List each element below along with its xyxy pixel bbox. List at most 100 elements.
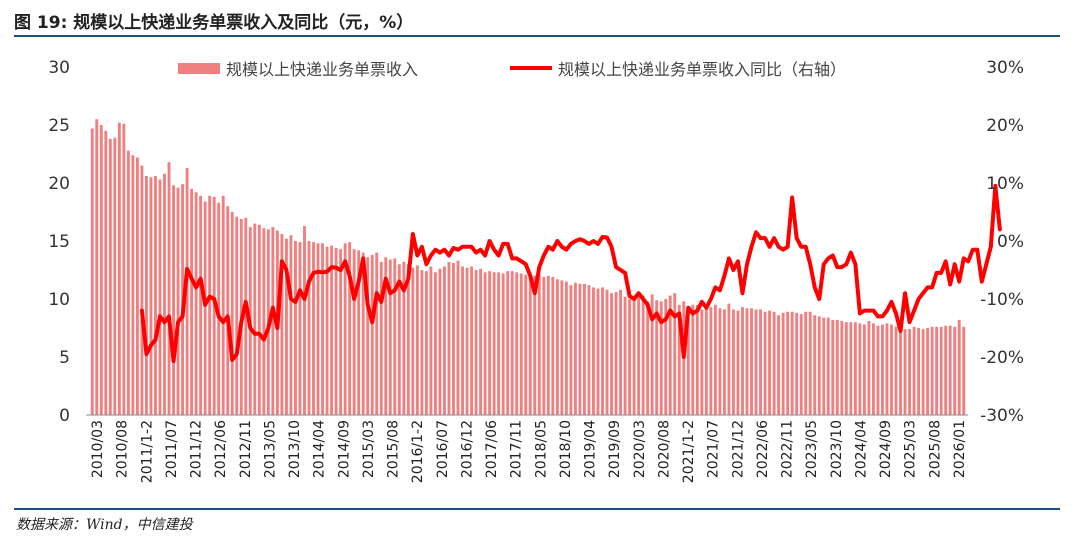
bar (903, 329, 907, 415)
x-tick-label: 2021/12 (730, 420, 746, 478)
bar (447, 261, 451, 415)
bar (777, 315, 781, 415)
bar (497, 272, 501, 415)
x-tick-label: 2020/03 (632, 420, 648, 478)
bar (849, 322, 853, 415)
y-right-tick: 10% (986, 174, 1024, 194)
bar (885, 323, 889, 415)
bar (704, 305, 708, 415)
bar (452, 263, 455, 415)
source-rule (14, 508, 1060, 510)
bar (871, 323, 875, 415)
x-tick-label: 2013/10 (287, 420, 303, 478)
x-tick-label: 2019/09 (607, 420, 623, 478)
bar (853, 322, 857, 415)
bar (781, 312, 785, 415)
bar (343, 243, 347, 415)
x-tick-label: 2026/01 (952, 420, 968, 478)
bar (759, 309, 762, 415)
bar (673, 293, 677, 415)
bar (623, 296, 627, 415)
bar (881, 324, 884, 415)
yoy-line-series (139, 183, 1002, 364)
bar (357, 250, 361, 415)
y-right-tick: -30% (980, 406, 1024, 426)
bar (930, 326, 934, 415)
bar (890, 324, 893, 415)
x-tick-label: 2012/06 (213, 420, 229, 478)
bar (456, 260, 460, 415)
bar (122, 123, 126, 415)
bar (768, 310, 772, 415)
x-tick-label: 2011/07 (164, 420, 180, 478)
bar (126, 150, 130, 415)
bar (560, 280, 564, 415)
bar (262, 228, 266, 415)
bar (226, 206, 230, 415)
x-tick-label: 2017/11 (509, 420, 525, 478)
bar (677, 304, 681, 415)
bar (194, 192, 198, 415)
bar (727, 303, 731, 415)
legend-bar-swatch (178, 63, 220, 74)
x-tick-label: 2015/03 (361, 420, 377, 478)
bar (257, 224, 261, 415)
bar (944, 325, 948, 415)
bar (754, 309, 758, 415)
x-tick-label: 2023/10 (829, 420, 845, 478)
x-tick-label: 2010/03 (90, 420, 106, 478)
x-tick-label: 2021/1-2 (681, 420, 697, 483)
bar (348, 242, 352, 415)
bar (149, 177, 153, 415)
bar (190, 188, 194, 415)
bar (429, 266, 433, 415)
bar (370, 254, 374, 415)
bar (664, 299, 668, 415)
bar (601, 287, 604, 415)
bar (795, 312, 799, 415)
legend-bar-label: 规模以上快递业务单票收入 (226, 60, 418, 79)
bar (713, 304, 717, 415)
x-tick-label: 2024/04 (854, 420, 870, 478)
bar (519, 273, 523, 415)
bar (339, 249, 343, 415)
bar (479, 268, 483, 415)
bar (655, 300, 659, 415)
bar (154, 176, 157, 415)
bar (366, 257, 370, 415)
bar (325, 246, 329, 415)
bar (786, 311, 790, 415)
bar (840, 321, 844, 415)
bar (750, 308, 753, 415)
bar (90, 128, 94, 416)
bar (641, 295, 645, 415)
bar (867, 321, 871, 415)
bar (253, 223, 257, 415)
bar (614, 292, 618, 415)
y-left-tick: 10 (48, 290, 70, 310)
bar (745, 308, 749, 415)
bar (510, 271, 514, 415)
bar (668, 295, 672, 415)
bar (397, 264, 401, 415)
bar (826, 317, 830, 415)
bar (163, 173, 166, 415)
x-tick-label: 2011/12 (189, 420, 205, 478)
x-ticks: 2010/03 2010/08 2011/1-2 2011/07 2011/12 2012… (90, 420, 968, 483)
bar (235, 216, 239, 415)
bar (695, 304, 699, 415)
bar (596, 288, 600, 415)
y-right-tick: 30% (986, 58, 1024, 78)
bar (578, 283, 582, 415)
bar (298, 242, 302, 415)
y-right-tick: 0% (997, 232, 1024, 252)
bar (99, 125, 103, 415)
y-right-tick: 20% (986, 116, 1024, 136)
bar (321, 243, 324, 415)
bar (140, 165, 144, 415)
bar (113, 137, 117, 415)
bar (307, 241, 311, 415)
bar (284, 238, 288, 415)
bar (411, 267, 415, 415)
bar (524, 274, 528, 415)
